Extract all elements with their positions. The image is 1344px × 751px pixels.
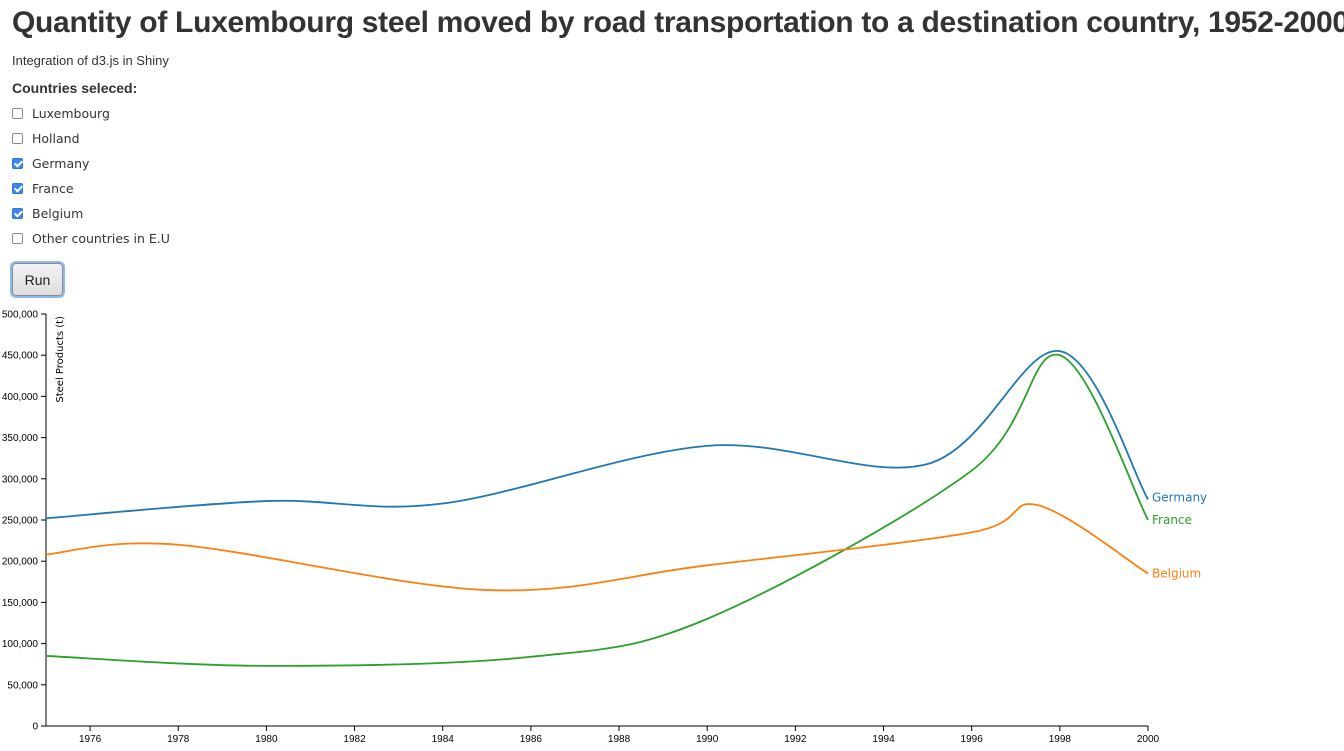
x-tick-label: 1994 [872, 734, 895, 745]
checkbox-germany-label[interactable]: Germany [32, 156, 90, 171]
series-label-belgium: Belgium [1152, 567, 1201, 581]
checkbox-holland-box[interactable] [12, 133, 23, 144]
checkbox-luxembourg-label[interactable]: Luxembourg [32, 106, 110, 121]
x-tick-label: 1992 [784, 734, 807, 745]
checkbox-france-box[interactable] [12, 183, 23, 194]
countries-label: Countries seleced: [12, 80, 138, 96]
y-tick-label: 100,000 [2, 639, 39, 650]
checkbox-holland-label[interactable]: Holland [32, 131, 80, 146]
x-tick-label: 1998 [1049, 734, 1072, 745]
x-tick-label: 1978 [167, 734, 190, 745]
checkbox-other-countries[interactable]: Other countries in E.U [12, 226, 170, 251]
checkbox-belgium[interactable]: Belgium [12, 201, 170, 226]
series-line-france [45, 353, 1149, 667]
x-tick-label: 1988 [608, 734, 631, 745]
y-tick-label: 500,000 [2, 310, 39, 321]
x-tick-label: 1980 [255, 734, 278, 745]
x-tick-label: 1984 [432, 734, 455, 745]
checkbox-other-countries-label[interactable]: Other countries in E.U [32, 231, 170, 246]
countries-checkbox-group: Luxembourg Holland Germany France Belgiu… [12, 101, 170, 251]
checkbox-belgium-box[interactable] [12, 208, 23, 219]
y-tick-label: 250,000 [2, 516, 39, 527]
x-tick-label: 1982 [343, 734, 366, 745]
x-tick-label: 1990 [696, 734, 719, 745]
series-label-germany: Germany [1152, 490, 1207, 504]
checkbox-luxembourg-box[interactable] [12, 108, 23, 119]
y-tick-label: 50,000 [7, 680, 38, 691]
page-subtitle: Integration of d3.js in Shiny [12, 53, 169, 68]
y-tick-label: 400,000 [2, 392, 39, 403]
checkbox-luxembourg[interactable]: Luxembourg [12, 101, 170, 126]
line-chart: 0 50,000 100,000 150,000 200,000 250,000 300,0… [2, 310, 1207, 746]
run-button[interactable]: Run [12, 263, 63, 296]
series-line-germany [45, 350, 1149, 520]
checkbox-france-label[interactable]: France [32, 181, 74, 196]
y-tick-label: 200,000 [2, 557, 39, 568]
checkbox-germany-box[interactable] [12, 158, 23, 169]
y-tick-label: 150,000 [2, 598, 39, 609]
checkbox-holland[interactable]: Holland [12, 126, 170, 151]
y-tick-label: 300,000 [2, 474, 39, 485]
checkbox-other-countries-box[interactable] [12, 233, 23, 244]
y-tick-label: 450,000 [2, 351, 39, 362]
page-title: Quantity of Luxembourg steel moved by ro… [12, 6, 1344, 39]
y-tick-label: 0 [32, 722, 38, 733]
x-tick-label: 1976 [79, 734, 102, 745]
y-axis-title: Steel Products (t) [55, 316, 66, 403]
y-tick-label: 350,000 [2, 433, 39, 444]
series-label-france: France [1152, 513, 1192, 527]
checkbox-france[interactable]: France [12, 176, 170, 201]
checkbox-germany[interactable]: Germany [12, 151, 170, 176]
x-tick-label: 1986 [520, 734, 543, 745]
x-tick-label: 2000 [1137, 734, 1160, 745]
series-line-belgium [45, 503, 1149, 592]
checkbox-belgium-label[interactable]: Belgium [32, 206, 84, 221]
x-tick-label: 1996 [961, 734, 984, 745]
